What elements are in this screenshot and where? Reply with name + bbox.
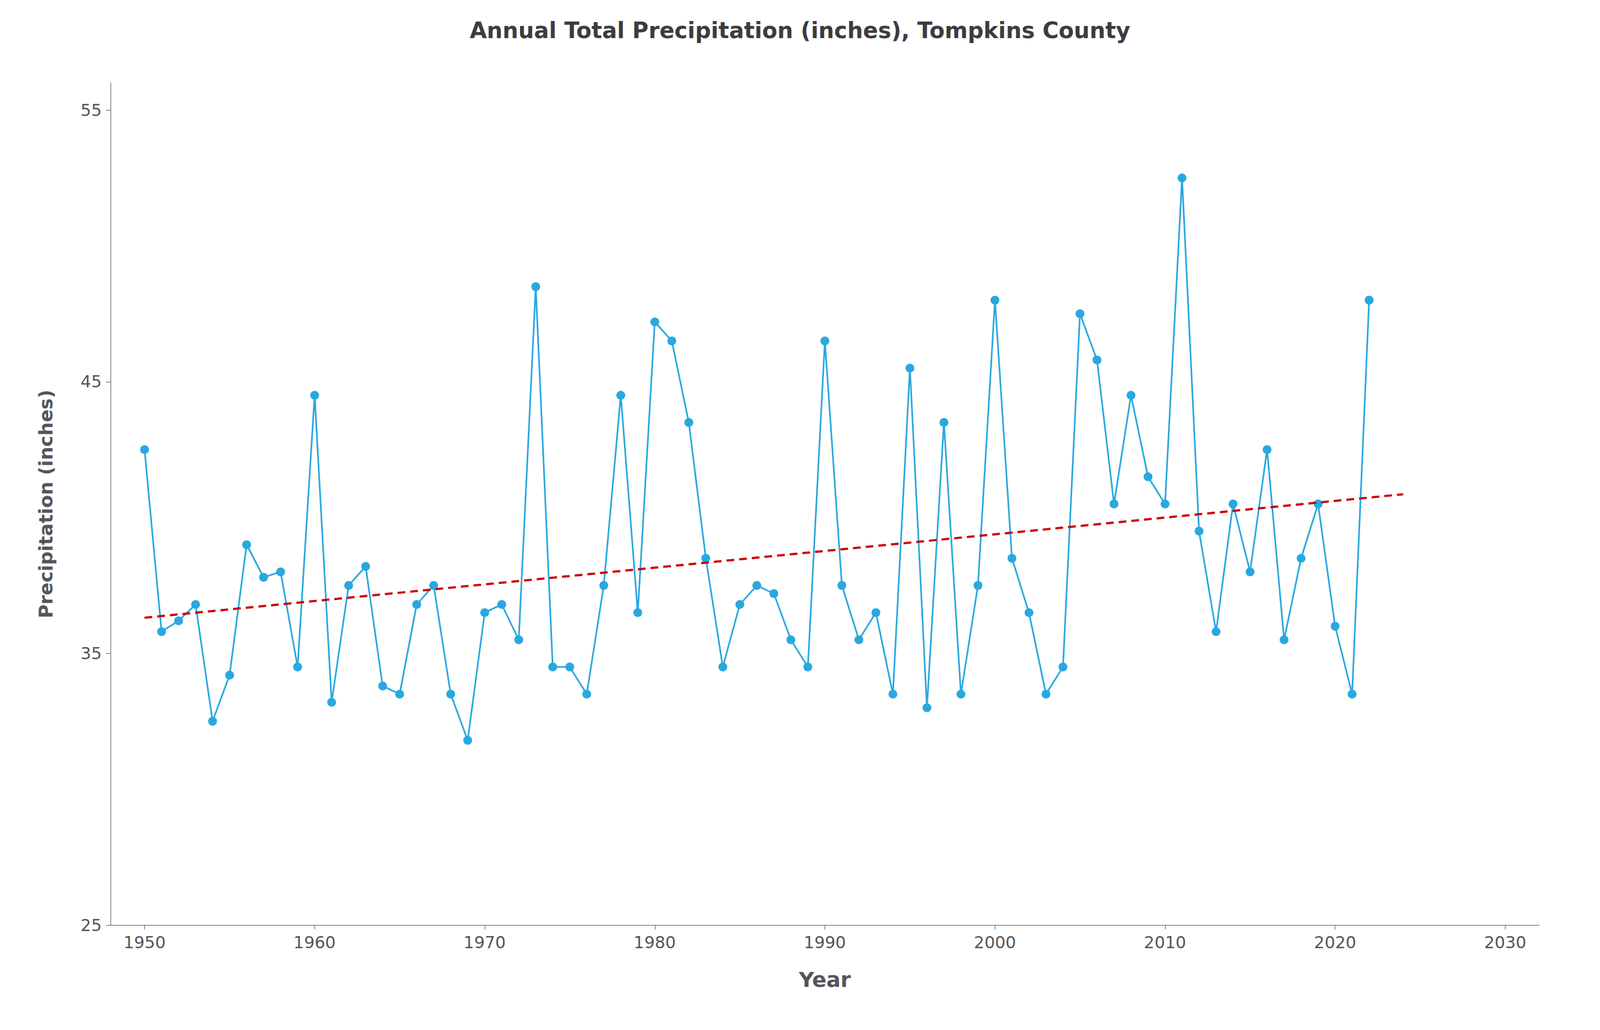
svg-text:2000: 2000 bbox=[973, 932, 1016, 953]
svg-text:55: 55 bbox=[80, 100, 102, 120]
svg-text:1970: 1970 bbox=[463, 932, 506, 953]
svg-text:1990: 1990 bbox=[803, 932, 846, 953]
svg-text:Precipitation (inches): Precipitation (inches) bbox=[34, 389, 57, 619]
svg-text:Year: Year bbox=[798, 967, 851, 993]
svg-text:35: 35 bbox=[80, 643, 102, 664]
svg-text:1960: 1960 bbox=[293, 932, 336, 953]
svg-text:1980: 1980 bbox=[633, 932, 676, 953]
svg-text:2030: 2030 bbox=[1483, 932, 1526, 953]
svg-text:1950: 1950 bbox=[123, 932, 166, 953]
svg-text:45: 45 bbox=[80, 371, 102, 392]
svg-text:Annual Total Precipitation (in: Annual Total Precipitation (inches), Tom… bbox=[469, 17, 1131, 44]
svg-text:2020: 2020 bbox=[1314, 932, 1357, 953]
svg-text:2010: 2010 bbox=[1144, 932, 1187, 953]
svg-text:25: 25 bbox=[80, 915, 102, 936]
